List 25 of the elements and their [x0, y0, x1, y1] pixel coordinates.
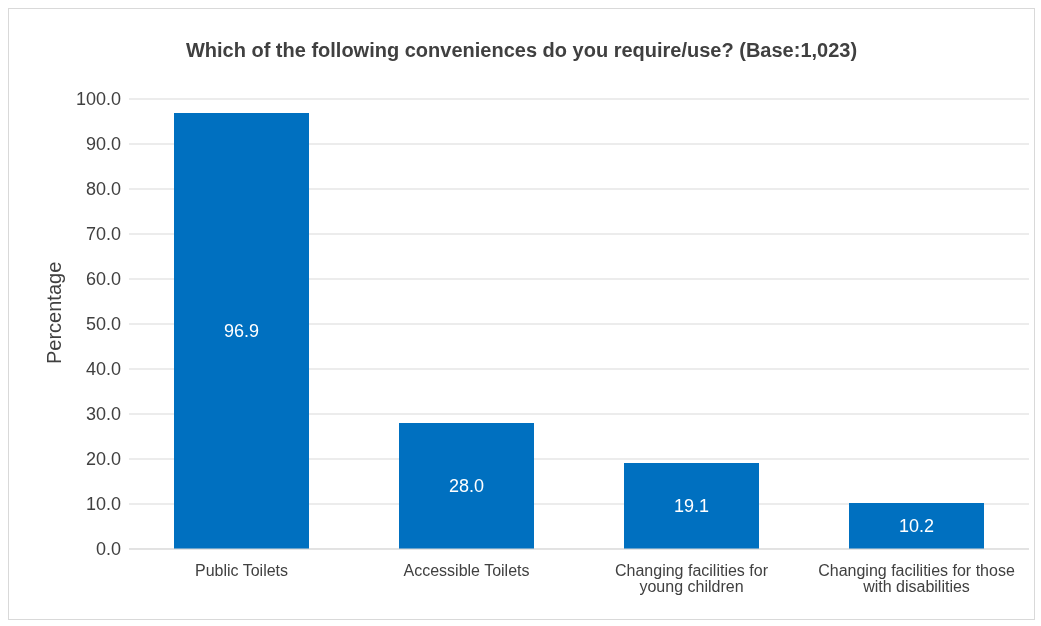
y-tick-label: 30.0	[85, 404, 121, 425]
chart-title: Which of the following conveniences do you require/use? (Base:1,023)	[184, 38, 859, 63]
y-tick-label: 90.0	[85, 134, 121, 155]
x-tick-label: Public Toilets	[194, 562, 289, 580]
data-label: 19.1	[673, 496, 710, 517]
y-tick-label: 50.0	[85, 314, 121, 335]
y-tick-label: 20.0	[85, 449, 121, 470]
x-tick-label: Changing facilities for those with disabilities	[818, 562, 1015, 596]
x-tick-label: Changing facilities for young children	[615, 562, 769, 596]
bar	[624, 463, 759, 549]
y-axis-title: Percentage	[43, 261, 66, 364]
y-tick-label: 80.0	[85, 179, 121, 200]
bar	[399, 423, 534, 549]
data-label: 28.0	[448, 476, 485, 497]
bar	[174, 112, 309, 549]
y-tick-label: 0.0	[95, 539, 121, 560]
y-tick-label: 60.0	[85, 269, 121, 290]
data-label: 10.2	[898, 516, 935, 537]
y-tick-label: 100.0	[75, 89, 121, 110]
data-label: 96.9	[223, 321, 260, 342]
bar	[849, 503, 984, 549]
y-tick-label: 70.0	[85, 224, 121, 245]
y-tick-label: 40.0	[85, 359, 121, 380]
x-tick-label: Accessible Toilets	[403, 562, 530, 580]
y-tick-label: 10.0	[85, 494, 121, 515]
